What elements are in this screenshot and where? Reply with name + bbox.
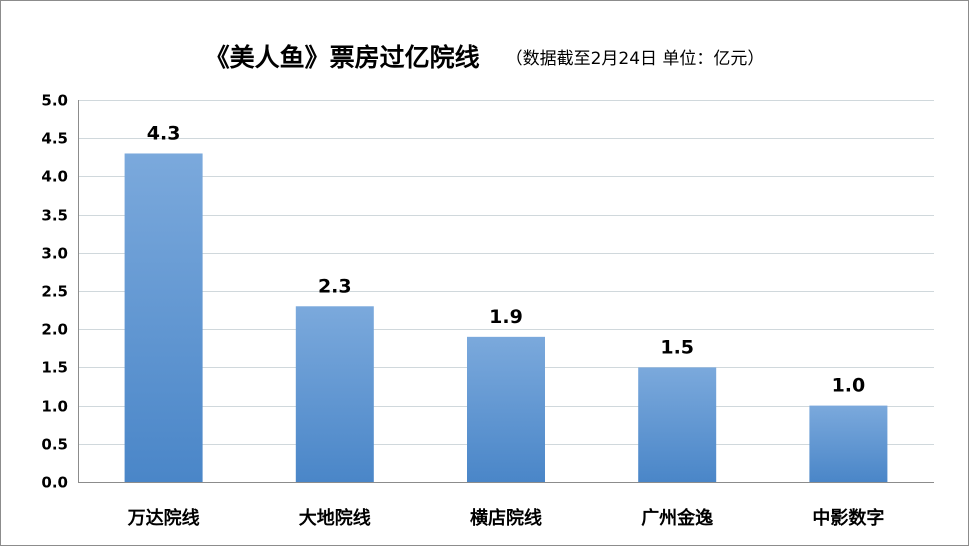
chart-title: 《美人鱼》票房过亿院线: [204, 43, 480, 72]
x-category-label: 广州金逸: [641, 507, 713, 529]
data-label: 1.9: [489, 306, 523, 328]
bar: [638, 367, 717, 482]
bar: [124, 153, 203, 483]
chart-title-row: 《美人鱼》票房过亿院线 （数据截至2月24日 单位：亿元）: [0, 38, 969, 78]
x-axis-category-labels: 万达院线 大地院线 横店院线 广州金逸 中影数字: [127, 507, 885, 529]
data-labels: 4.3 2.3 1.9 1.5 1.0: [147, 122, 865, 396]
y-tick-label: 2.0: [41, 321, 68, 339]
x-category-label: 万达院线: [127, 507, 200, 529]
bars: [124, 153, 888, 483]
y-tick-label: 4.0: [41, 168, 68, 186]
y-tick-label: 1.0: [41, 398, 68, 416]
y-tick-label: 2.5: [41, 283, 68, 301]
x-category-label: 大地院线: [299, 507, 371, 529]
bar: [295, 306, 374, 482]
y-tick-label: 4.5: [41, 130, 68, 148]
y-tick-label: 0.0: [41, 474, 68, 492]
chart-subtitle: （数据截至2月24日 单位：亿元）: [505, 48, 765, 69]
bar: [809, 405, 888, 482]
bar: [467, 336, 545, 482]
data-label: 1.0: [832, 375, 866, 397]
x-category-label: 横店院线: [470, 507, 542, 529]
y-tick-label: 0.5: [41, 436, 68, 454]
gridlines: [78, 100, 934, 445]
y-axis-tick-labels: 0.0 0.5 1.0 1.5 2.0 2.5 3.0 3.5 4.0 4.5 5.0: [41, 92, 68, 492]
y-tick-label: 5.0: [41, 92, 68, 110]
data-label: 1.5: [660, 336, 694, 358]
data-label: 2.3: [318, 275, 352, 297]
y-tick-label: 3.0: [41, 245, 68, 263]
axes: [78, 100, 934, 483]
y-tick-label: 3.5: [41, 207, 68, 225]
y-tick-label: 1.5: [41, 359, 68, 377]
x-category-label: 中影数字: [812, 507, 884, 529]
data-label: 4.3: [147, 122, 181, 144]
